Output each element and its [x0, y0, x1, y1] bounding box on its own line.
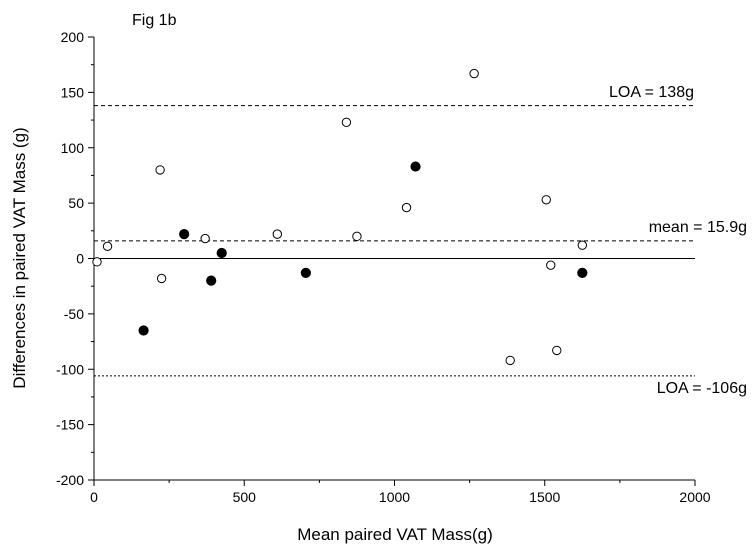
x-tick-label: 1500	[529, 489, 560, 505]
y-tick-label: 0	[76, 251, 84, 267]
filled-data-point	[138, 325, 149, 336]
open-data-point	[200, 233, 210, 244]
open-data-point	[272, 229, 283, 239]
open-data-point	[352, 231, 362, 242]
y-tick-label: 150	[61, 84, 85, 100]
labels: Fig 1b Mean paired VAT Mass(g) Differenc…	[10, 12, 747, 544]
filled-data-point	[206, 275, 217, 286]
open-data-point	[505, 355, 515, 366]
y-tick-label: -200	[56, 472, 84, 488]
open-data-point	[469, 68, 479, 79]
y-tick-label: -100	[56, 361, 84, 377]
figure-title: Fig 1b	[132, 12, 177, 29]
y-tick-label: -50	[64, 306, 84, 322]
filled-data-point	[577, 267, 588, 278]
x-axis-title: Mean paired VAT Mass(g)	[297, 525, 493, 544]
y-tick-label: 100	[61, 140, 85, 156]
x-tick-label: 0	[90, 489, 98, 505]
filled-data-point	[179, 229, 190, 240]
open-data-point	[401, 202, 412, 213]
x-tick-label: 2000	[679, 489, 710, 505]
reference-lines	[94, 105, 695, 377]
open-data-point	[552, 345, 562, 356]
open-data-point	[155, 165, 165, 175]
open-data-point	[156, 273, 167, 284]
loa-upper-label: LOA = 138g	[609, 84, 694, 101]
open-data-point	[341, 117, 352, 127]
open-data-point	[546, 260, 556, 270]
mean-label: mean = 15.9g	[649, 219, 747, 236]
open-data-point	[102, 241, 113, 252]
open-data-point	[541, 195, 551, 205]
filled-data-point	[300, 267, 311, 278]
open-data-point	[577, 240, 588, 250]
open-data-point	[92, 257, 102, 267]
y-tick-label: 200	[61, 29, 85, 45]
data-points	[92, 68, 588, 366]
x-tick-label: 1000	[379, 489, 410, 505]
filled-data-point	[216, 247, 227, 259]
y-tick-label: 50	[68, 195, 84, 211]
filled-data-point	[410, 161, 421, 172]
x-tick-label: 500	[233, 489, 257, 505]
y-axis-title: Differences in paired VAT Mass (g)	[10, 127, 29, 388]
y-tick-label: -150	[56, 417, 84, 433]
loa-lower-label: LOA = -106g	[657, 380, 747, 397]
